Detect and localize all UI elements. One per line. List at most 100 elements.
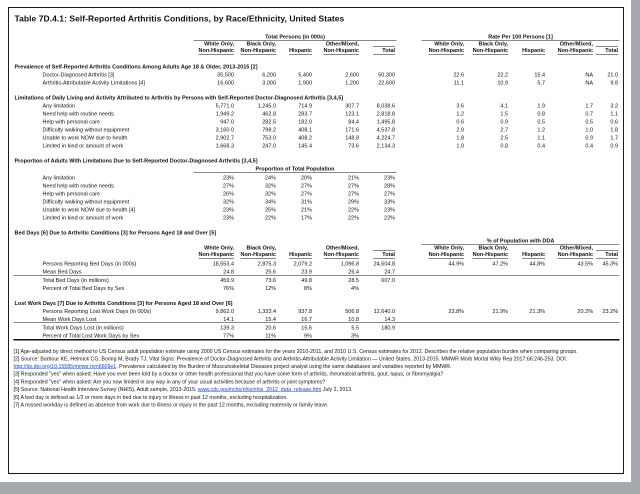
- data-cell: 0.6: [456, 118, 465, 125]
- data-cell: [595, 189, 620, 197]
- row-label: Difficulty walking without equipment: [42, 126, 130, 133]
- column-header: Total: [595, 41, 620, 55]
- data-cell: [421, 266, 466, 276]
- data-cell: [361, 283, 397, 291]
- data-cell: [510, 283, 547, 291]
- data-cell: 0.7: [585, 110, 594, 117]
- data-cell: 282.5: [262, 118, 276, 125]
- data-cell: [547, 205, 595, 213]
- column-header: White Only, Non-Hispanic: [428, 41, 465, 55]
- data-cell: 0.8: [500, 142, 509, 149]
- data-cell: [422, 181, 466, 189]
- data-cell: [510, 275, 547, 283]
- column-header: Other/Mixed, Non-Hispanic: [557, 244, 594, 259]
- data-cell: 9.8: [610, 79, 619, 86]
- column-header: Black Only, Non-Hispanic: [240, 41, 276, 55]
- footnote-link[interactable]: www.cdc.gov/nchs/nhis/nhis_2012_data_rel…: [197, 386, 322, 393]
- data-cell: 18,553.4: [212, 260, 234, 267]
- data-cell: 1.0: [585, 126, 594, 133]
- row-label: Mean Bed Days: [13, 266, 194, 276]
- table-row: Percent of Total Lost Work Days by Sex 77…: [14, 331, 620, 340]
- data-cell: 44.8%: [529, 260, 546, 267]
- data-cell: 45.3%: [602, 260, 619, 267]
- row-label: Help with personal care: [42, 190, 100, 197]
- data-cell: 5,400: [298, 71, 312, 78]
- data-cell: 4%: [351, 285, 359, 292]
- document-page: Table 7D.4.1: Self-Reported Arthritis Co…: [0, 0, 631, 482]
- data-cell: 1.1: [537, 134, 546, 141]
- data-cell: 20.2%: [577, 308, 594, 315]
- data-cell: 123.1: [345, 110, 359, 117]
- section-header-row: Limitations of Daily Living and Activity…: [14, 93, 620, 101]
- column-header: Total: [361, 245, 397, 259]
- data-cell: [510, 197, 547, 205]
- data-cell: 1,245.0: [257, 102, 276, 109]
- data-cell: [422, 283, 466, 291]
- data-cell: 15.4: [235, 314, 278, 323]
- data-cell: 753.0: [262, 134, 276, 141]
- table-row: Need help with routine needs 1,949.2 462.8…: [14, 109, 620, 117]
- data-cell: 1.1: [610, 110, 619, 117]
- spacer-row: [14, 221, 620, 228]
- data-cell: 0.8: [537, 110, 546, 117]
- table-frame: Table 7D.4.1: Self-Reported Arthritis Co…: [8, 7, 624, 474]
- data-cell: [595, 173, 620, 181]
- data-cell: [466, 275, 510, 283]
- row-label: Need help with routine needs: [42, 182, 114, 189]
- data-cell: [595, 323, 620, 331]
- table-row: Total Work Days Lost (in millions) 139.3 2…: [14, 323, 620, 331]
- data-cell: [510, 173, 547, 181]
- data-cell: 25.6: [235, 266, 278, 276]
- footnote: [7] A missed workday is defined as absen…: [13, 402, 329, 409]
- data-cell: [466, 197, 510, 205]
- data-cell: 21.9%: [492, 308, 509, 315]
- subheader-row: Proportion of Total Population: [14, 163, 620, 173]
- data-cell: 22,600: [378, 79, 396, 86]
- data-cell: 1.5: [500, 110, 509, 117]
- section-header-row: Lost Work Days [7] Due to Arthritis Cond…: [14, 298, 620, 306]
- data-cell: 607.0: [381, 277, 396, 284]
- row-label: Mean Work Days Lost: [13, 314, 194, 323]
- data-cell: [547, 331, 595, 340]
- data-cell: 11.1: [453, 79, 465, 86]
- data-cell: 24.7: [360, 266, 397, 276]
- data-cell: 33%: [384, 198, 396, 205]
- data-cell: 1,200: [345, 79, 359, 86]
- data-cell: [595, 275, 620, 283]
- row-label: Total Bed Days (in millions): [42, 277, 109, 284]
- data-cell: 44.9%: [448, 260, 465, 267]
- bottom-rule: [13, 339, 620, 342]
- data-cell: [509, 266, 547, 276]
- data-cell: 3.2: [610, 102, 619, 109]
- data-cell: [466, 283, 510, 291]
- data-cell: 2.5: [500, 134, 509, 141]
- column-header: Black Only, Non-Hispanic: [240, 244, 276, 259]
- row-label: Help with personal care: [42, 118, 100, 125]
- footnote-link[interactable]: http://dx.doi.org/10.15585/mmwr.mm6609e1: [13, 363, 117, 370]
- column-header: Other/Mixed, Non-Hispanic: [557, 41, 594, 55]
- table-row: Difficulty walking without equipment 3,16…: [14, 125, 620, 133]
- data-cell: 22%: [347, 214, 359, 221]
- data-cell: 408.2: [298, 134, 312, 141]
- data-cell: [422, 275, 466, 283]
- data-cell: 462.8: [262, 110, 276, 117]
- data-cell: 23.9: [277, 266, 314, 276]
- data-cell: 35,500: [217, 71, 234, 78]
- footnote: [1] Age-adjusted by direct method to US …: [13, 348, 578, 355]
- data-cell: 49.8: [301, 277, 312, 284]
- data-cell: 15.4: [534, 71, 546, 78]
- data-cell: 32%: [264, 182, 276, 189]
- data-cell: 29%: [347, 198, 359, 205]
- column-group-header: Total Persons (in 000s): [193, 32, 397, 41]
- data-cell: 1.8: [610, 126, 619, 133]
- data-cell: 139.3: [220, 324, 234, 331]
- data-cell: [546, 266, 595, 276]
- data-cell: 24.8: [193, 266, 236, 276]
- data-cell: 43.5%: [577, 260, 594, 267]
- row-label: Percent of Total Lost Work Days by Sex: [42, 332, 140, 339]
- data-cell: 14.3: [360, 314, 397, 323]
- data-cell: [510, 331, 547, 340]
- data-cell: 26%: [222, 190, 234, 197]
- data-cell: [595, 283, 620, 291]
- data-cell: 5,771.0: [215, 102, 234, 109]
